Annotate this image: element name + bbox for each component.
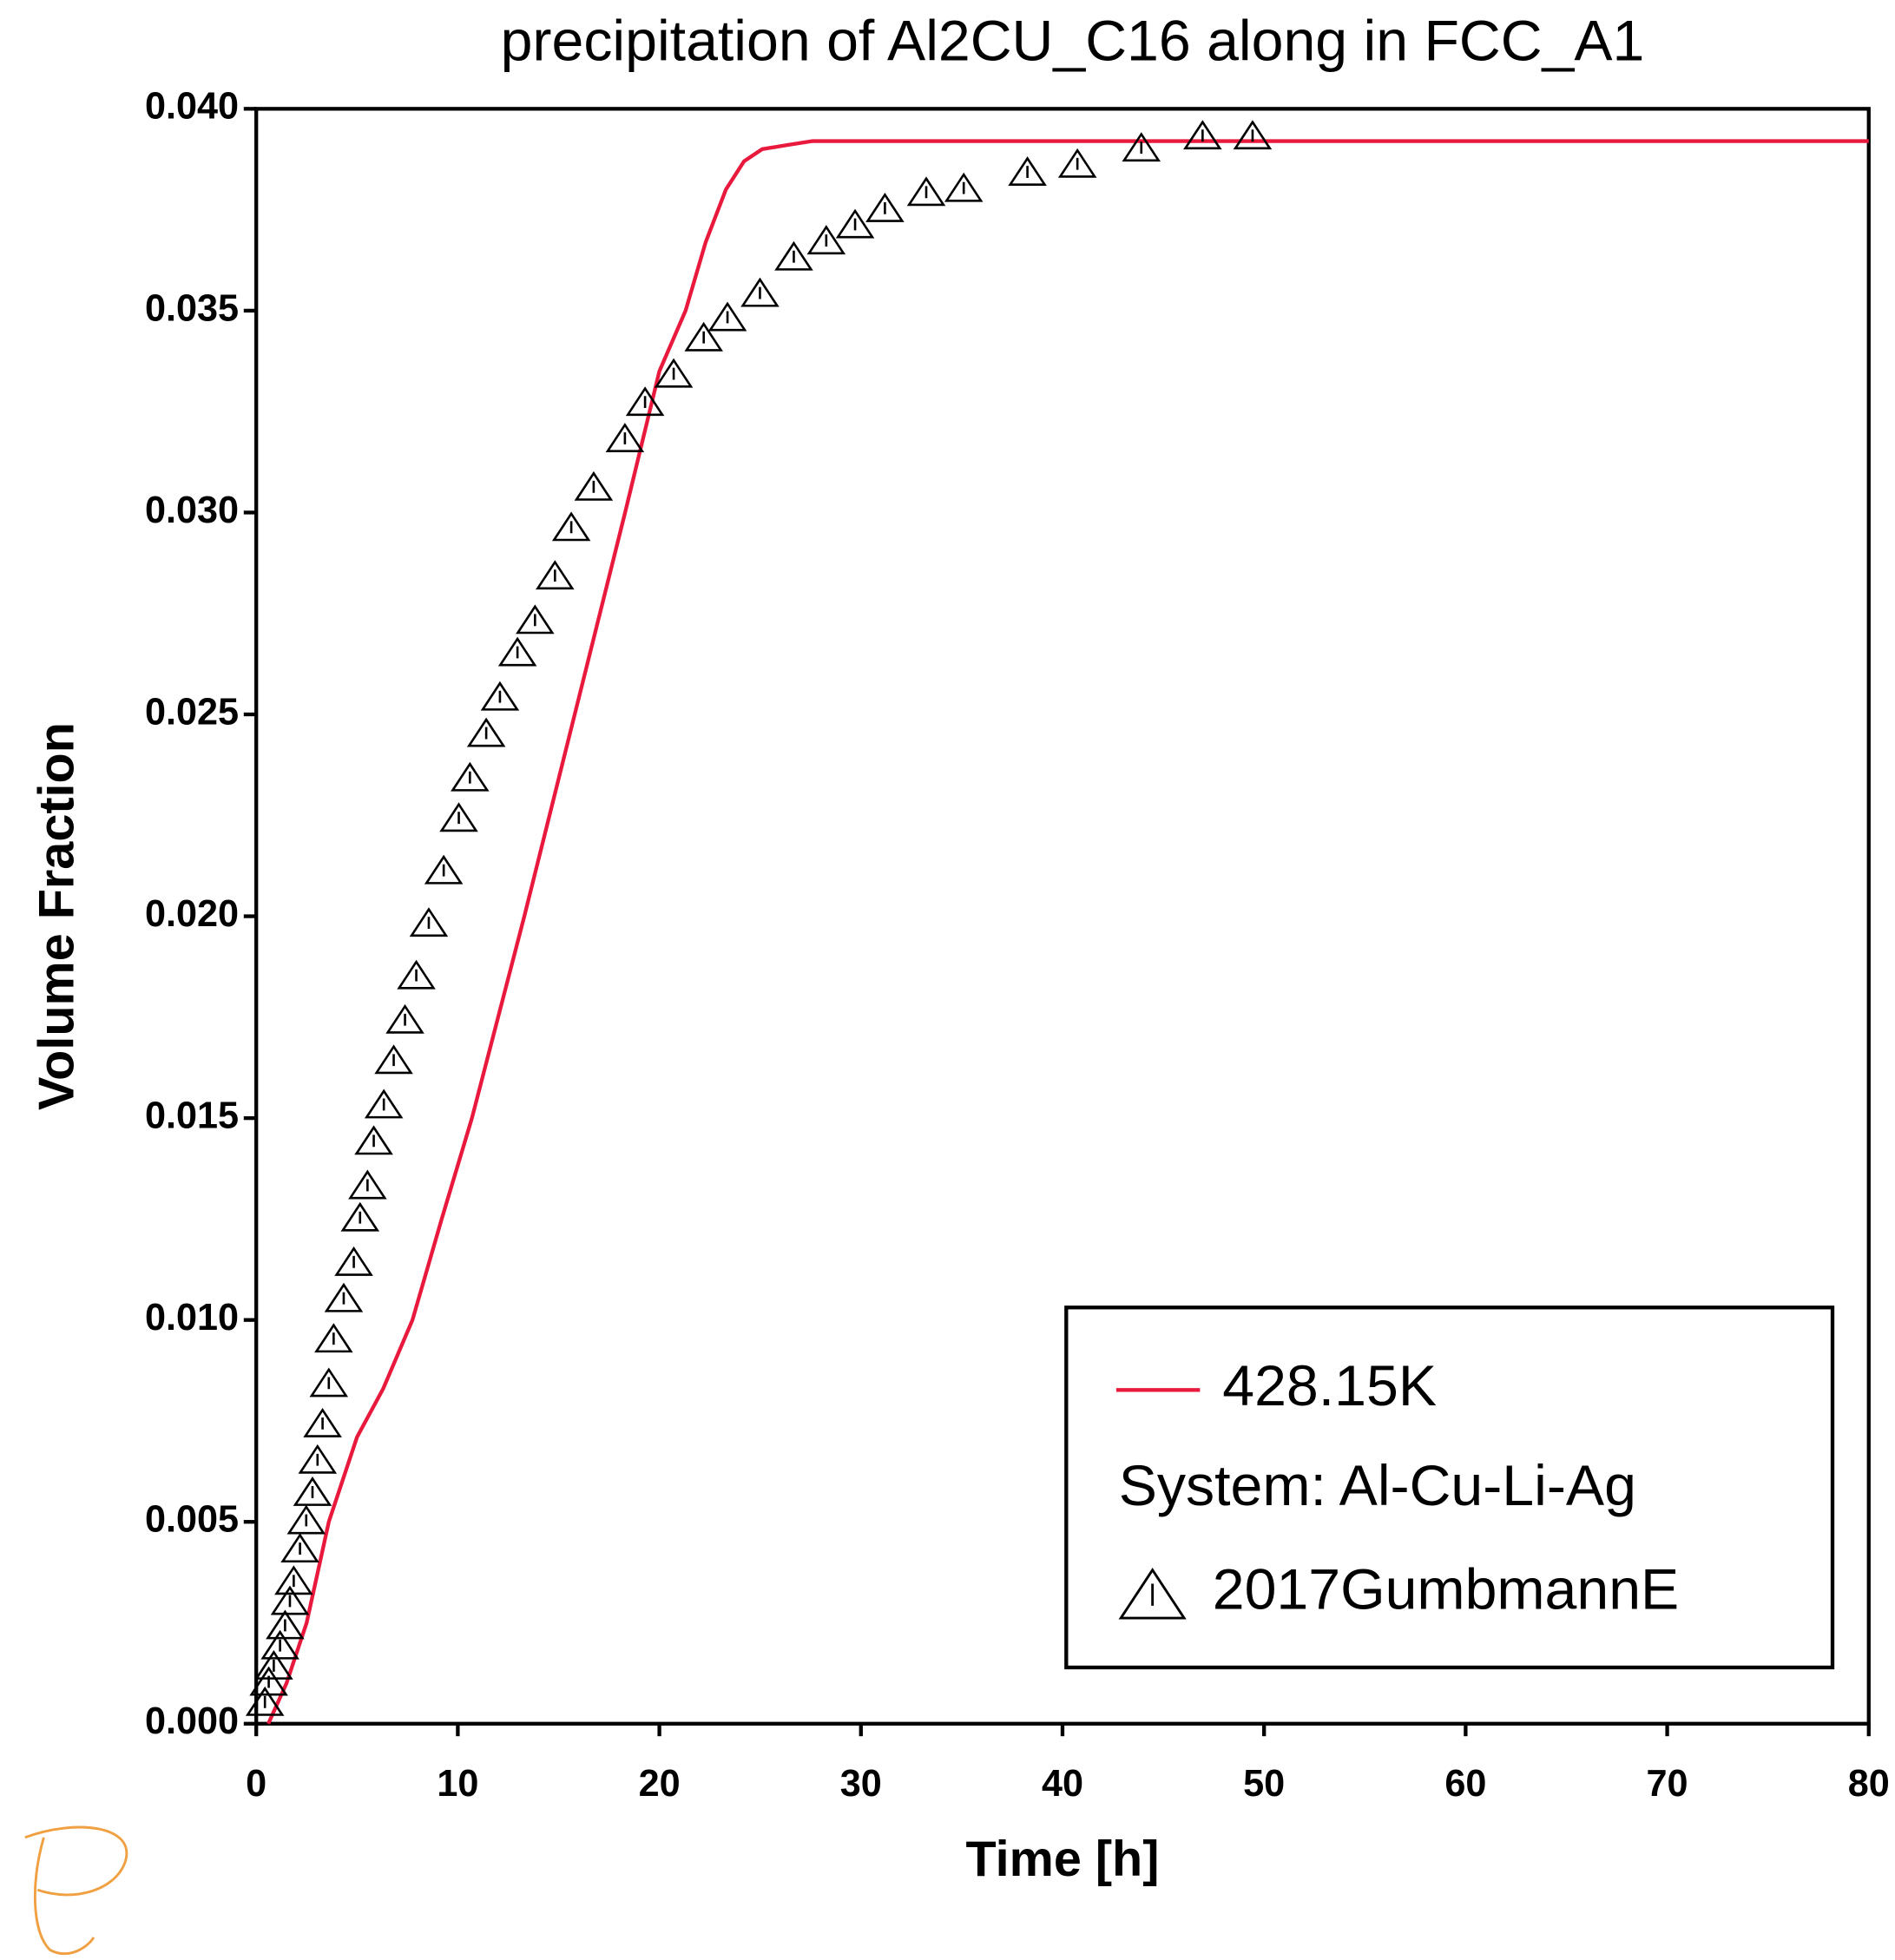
triangle-marker — [906, 176, 946, 207]
triangle-marker — [1233, 120, 1273, 150]
triangle-marker — [740, 277, 780, 307]
y-tick-label: 0.035 — [145, 287, 239, 329]
x-tick-label: 20 — [639, 1763, 681, 1805]
triangle-marker — [309, 1367, 349, 1398]
triangle-marker — [536, 560, 575, 590]
triangle-marker — [286, 1504, 326, 1535]
legend-note: System: Al-Cu-Li-Ag — [1119, 1454, 1636, 1518]
triangle-marker — [374, 1044, 413, 1075]
triangle-marker — [314, 1323, 353, 1353]
x-tick-label: 50 — [1243, 1763, 1285, 1805]
triangle-marker — [293, 1477, 332, 1506]
triangle-marker — [516, 604, 555, 635]
triangle-marker — [266, 1609, 305, 1640]
x-tick-label: 0 — [246, 1763, 266, 1805]
triangle-marker — [245, 1686, 285, 1716]
x-tick-label: 60 — [1444, 1763, 1486, 1805]
y-axis-title: Volume Fraction — [29, 722, 84, 1110]
legend-swatch — [1118, 1568, 1187, 1620]
triangle-marker — [480, 681, 520, 711]
triangle-marker — [303, 1407, 342, 1437]
triangle-marker — [497, 636, 537, 667]
line-series — [266, 139, 1869, 1725]
x-tick-label: 10 — [437, 1763, 478, 1805]
y-tick-label: 0.010 — [145, 1297, 239, 1338]
chart-title: precipitation of Al2CU_C16 along in FCC_… — [501, 9, 1645, 73]
triangle-marker — [274, 1565, 313, 1595]
triangle-marker — [340, 1201, 380, 1232]
triangle-marker — [551, 511, 591, 542]
x-axis-title: Time [h] — [966, 1832, 1160, 1887]
triangle-marker — [605, 423, 645, 452]
triangle-marker — [451, 761, 490, 792]
x-tick-label: 30 — [840, 1763, 882, 1805]
x-tick-label: 70 — [1647, 1763, 1688, 1805]
y-tick-label: 0.040 — [145, 86, 239, 128]
triangle-marker — [684, 321, 723, 352]
triangle-marker — [348, 1169, 387, 1200]
triangle-marker — [260, 1629, 299, 1660]
triangle-marker — [354, 1125, 393, 1155]
triangle-marker — [397, 959, 436, 990]
triangle-marker — [707, 301, 747, 332]
triangle-marker — [364, 1089, 404, 1119]
triangle-marker — [466, 717, 506, 747]
x-tick-label: 80 — [1848, 1763, 1890, 1805]
triangle-marker — [270, 1585, 310, 1615]
triangle-marker — [254, 1650, 293, 1680]
y-tick-label: 0.030 — [145, 490, 239, 531]
triangle-marker — [574, 470, 614, 501]
triangle-marker — [865, 192, 905, 222]
legend-label: 428.15K — [1222, 1354, 1437, 1418]
triangle-marker — [1122, 132, 1161, 162]
triangle-marker — [1008, 156, 1047, 187]
triangle-marker — [1183, 120, 1222, 150]
triangle-marker — [625, 386, 665, 417]
triangle-marker — [324, 1282, 364, 1312]
triangle-marker — [409, 907, 449, 937]
y-tick-label: 0.005 — [145, 1499, 239, 1541]
x-tick-label: 40 — [1042, 1763, 1083, 1805]
triangle-marker — [654, 358, 694, 388]
y-tick-label: 0.020 — [145, 893, 239, 935]
triangle-marker — [334, 1246, 373, 1276]
legend-label: 2017GumbmannE — [1213, 1558, 1679, 1622]
triangle-marker — [385, 1003, 424, 1034]
y-tick-label: 0.000 — [145, 1700, 239, 1742]
triangle-marker — [424, 854, 464, 885]
legend-box — [1064, 1306, 1835, 1670]
triangle-marker — [439, 802, 478, 832]
triangle-marker — [1057, 148, 1097, 178]
logo — [24, 1825, 128, 1956]
triangle-marker — [298, 1444, 338, 1474]
triangle-marker — [806, 225, 846, 255]
y-tick-label: 0.025 — [145, 691, 239, 733]
triangle-marker — [774, 240, 813, 271]
triangle-marker — [835, 208, 875, 239]
triangle-marker — [944, 172, 984, 202]
y-tick-label: 0.015 — [145, 1095, 239, 1137]
triangle-marker — [280, 1533, 319, 1563]
